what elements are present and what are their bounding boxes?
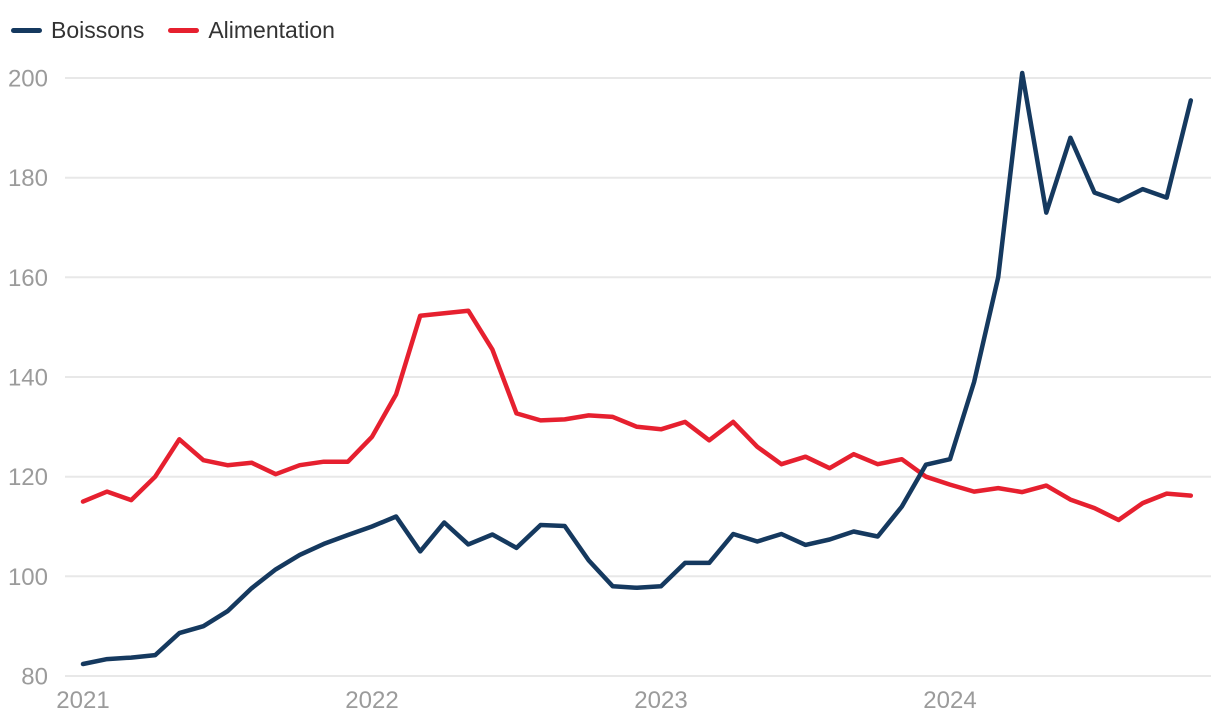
x-tick-label-2022: 2022 [345,687,398,714]
y-tick-label: 180 [8,165,48,192]
legend-label-boissons: Boissons [51,17,145,43]
y-tick-label: 200 [8,66,48,93]
legend-item-boissons: Boissons [11,17,144,43]
y-tick-label: 120 [8,464,48,491]
y-tick-label: 160 [8,265,48,292]
alimentation-line-swatch-icon [168,27,200,33]
x-tick-label-2024: 2024 [923,687,976,714]
y-tick-label: 140 [8,365,48,392]
y-tick-label: 80 [21,664,48,691]
x-axis-labels: 2021 2022 2023 2024 [56,687,976,714]
y-axis-labels: 80 100 120 140 160 180 200 [8,66,48,691]
boissons-line-swatch-icon [11,27,42,33]
series-line-boissons [80,70,1194,667]
chart-legend: Boissons Alimentation [11,17,359,43]
y-gridlines [65,77,1211,677]
x-tick-label-2023: 2023 [634,687,687,714]
legend-label-alimentation: Alimentation [208,17,335,43]
x-tick-label-2021: 2021 [56,687,109,714]
y-tick-label: 100 [8,564,48,591]
legend-item-alimentation: Alimentation [168,17,335,43]
series-line-alimentation [80,308,1194,523]
